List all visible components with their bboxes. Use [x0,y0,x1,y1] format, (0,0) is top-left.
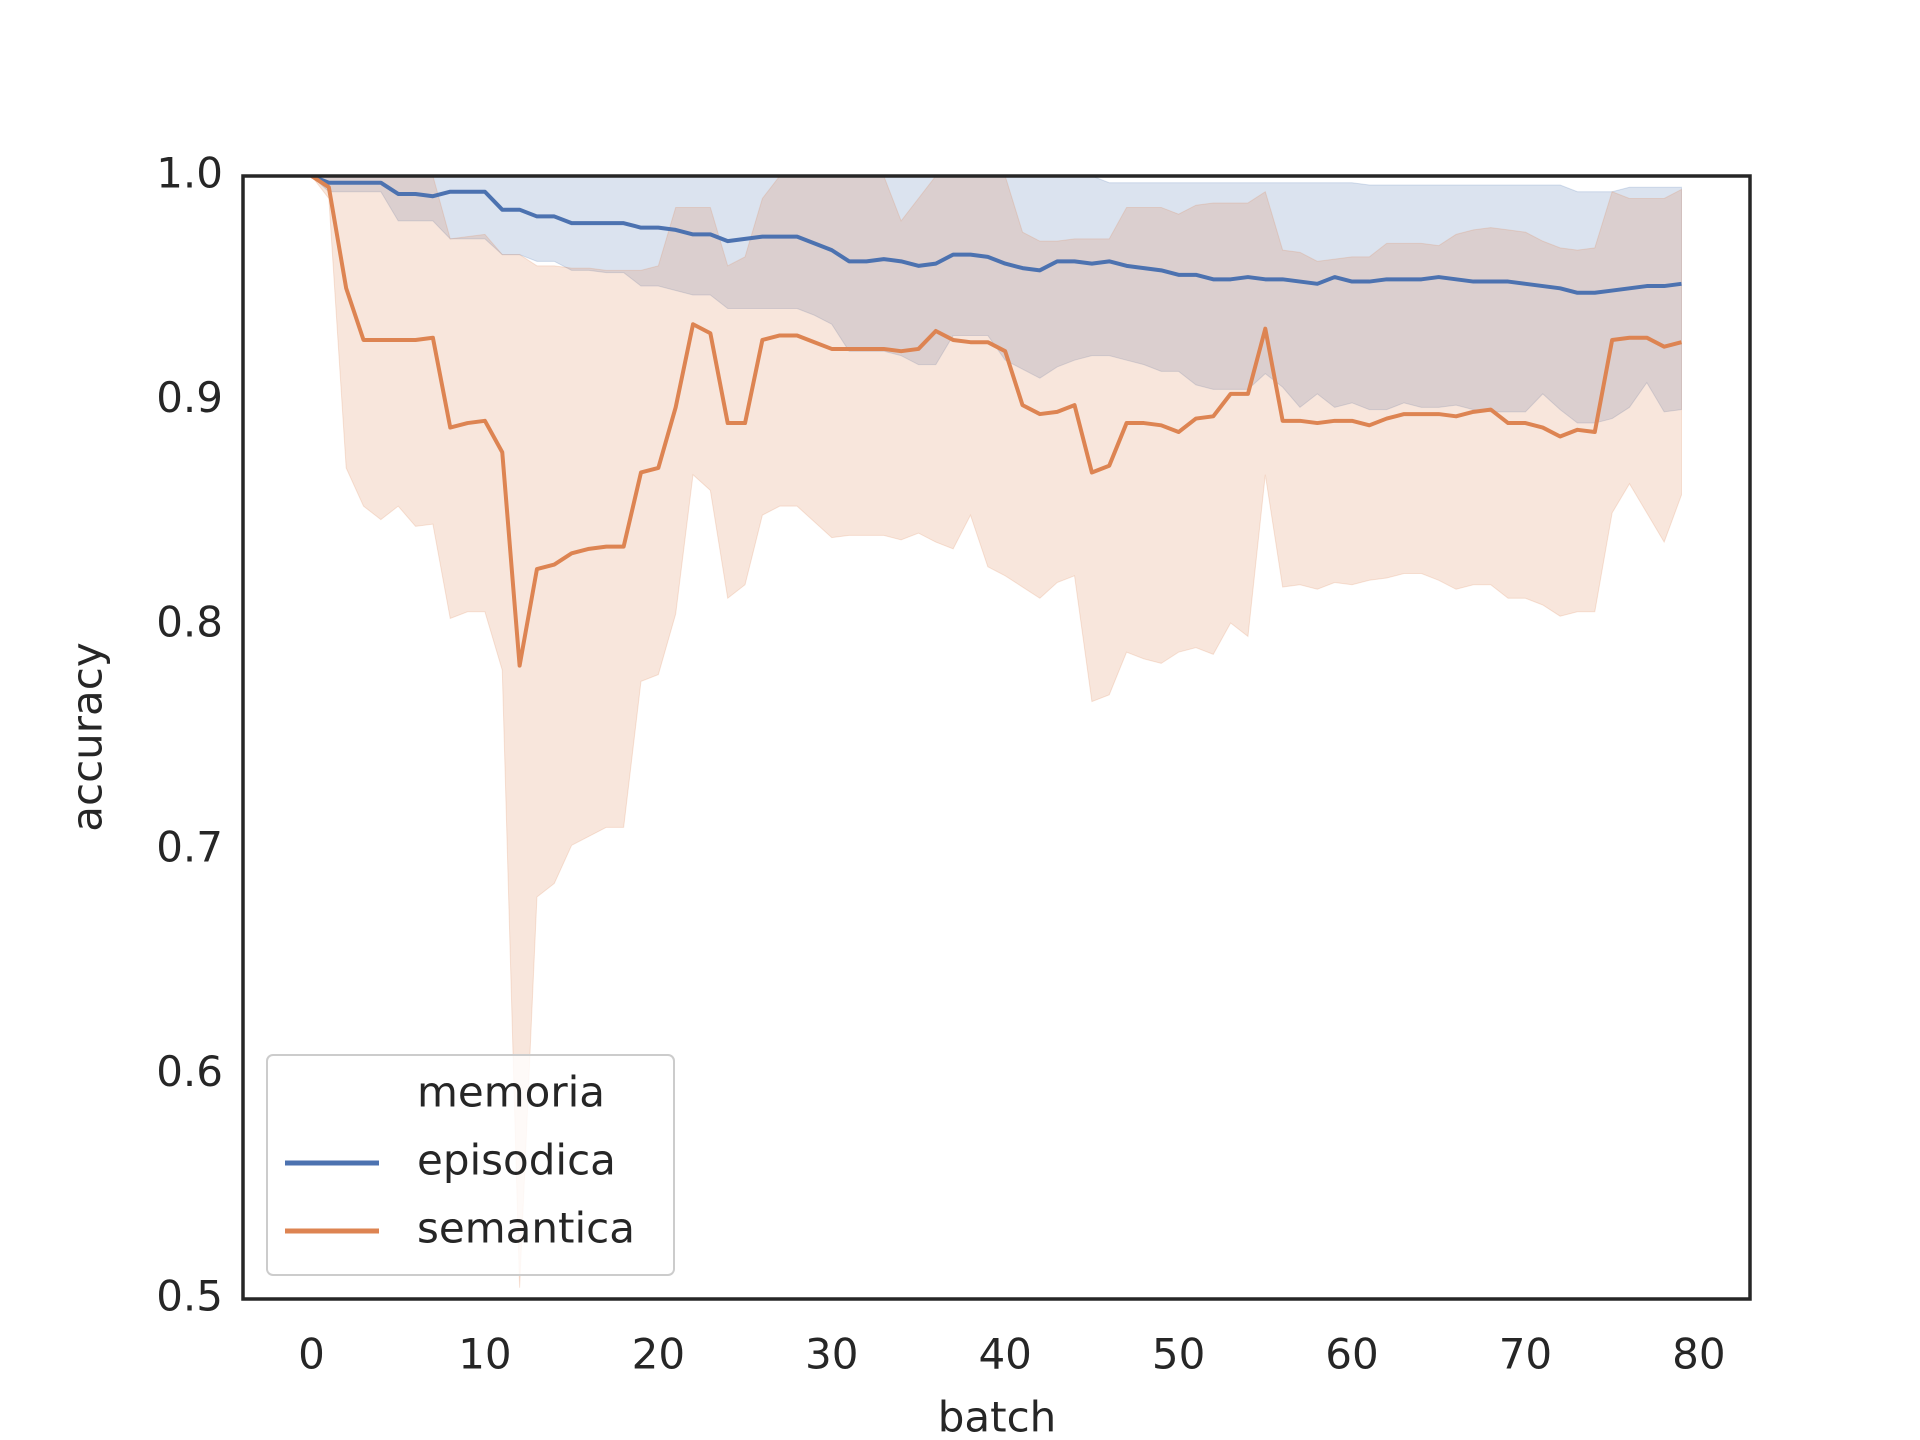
x-tick-label: 30 [805,1330,858,1379]
y-tick-label: 0.6 [156,1047,223,1096]
line [310,176,1683,668]
x-tick-label: 70 [1499,1330,1552,1379]
plot-area [310,176,1683,1288]
legend-label: episodica [417,1136,616,1185]
x-tick-label: 20 [632,1330,685,1379]
y-tick-label: 0.8 [156,598,223,647]
x-tick-label: 80 [1672,1330,1725,1379]
legend-label: semantica [417,1204,635,1253]
y-tick-label: 1.0 [156,149,223,198]
y-axis-label: accuracy [63,642,112,832]
y-tick-label: 0.7 [156,822,223,871]
legend-title: memoria [417,1068,605,1117]
x-tick-label: 40 [978,1330,1031,1379]
axes-frame [241,174,1752,1301]
x-axis-label: batch [938,1393,1057,1440]
x-tick-label: 60 [1325,1330,1378,1379]
x-tick-label: 0 [298,1330,325,1379]
y-tick-label: 0.9 [156,373,223,422]
x-tick-label: 10 [458,1330,511,1379]
legend-box [266,1054,675,1276]
legend: memoria episodica semantica [266,1054,675,1276]
x-tick-label: 50 [1152,1330,1205,1379]
confidence-band [310,176,1682,424]
y-tick-label: 0.5 [156,1272,223,1321]
line [310,176,1682,295]
